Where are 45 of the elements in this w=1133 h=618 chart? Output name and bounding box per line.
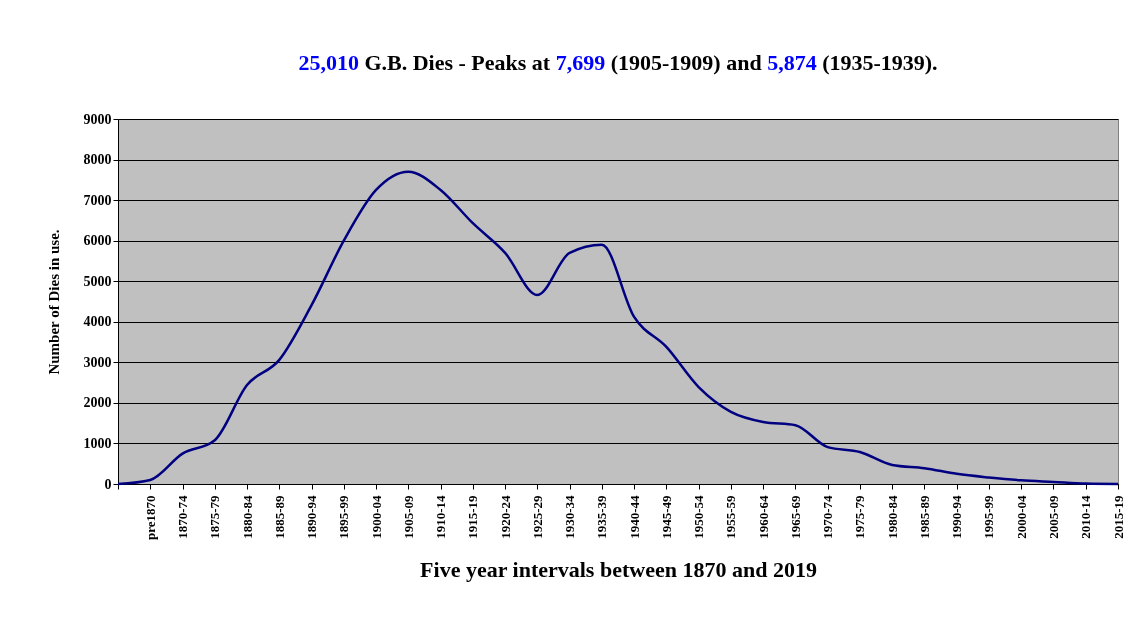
x-tick-label: 2000-04 bbox=[1013, 495, 1029, 539]
x-tick-label: 1880-84 bbox=[239, 495, 255, 539]
x-tick-label: 1900-04 bbox=[368, 495, 384, 539]
x-tick-label: 1875-79 bbox=[207, 495, 223, 539]
x-tick-label: 1925-29 bbox=[529, 495, 545, 539]
x-tick-label: 1885-89 bbox=[271, 495, 287, 539]
x-tick-label: 2010-14 bbox=[1078, 495, 1094, 539]
x-tick-label: 1965-69 bbox=[787, 495, 803, 539]
y-tick-label: 9000 bbox=[83, 111, 112, 127]
y-tick-label: 1000 bbox=[83, 435, 112, 451]
x-tick-label: 1970-74 bbox=[820, 495, 836, 539]
x-tick-label: 1905-09 bbox=[400, 495, 416, 539]
x-tick-label: 1990-94 bbox=[949, 495, 965, 539]
y-tick-label: 4000 bbox=[83, 314, 112, 330]
x-tick-label: 1960-64 bbox=[755, 495, 771, 539]
y-tick-label: 3000 bbox=[83, 354, 112, 370]
x-tick-label: 1895-99 bbox=[336, 495, 352, 539]
y-tick-label: 6000 bbox=[83, 233, 112, 249]
x-tick-label: 1975-79 bbox=[852, 495, 868, 539]
y-tick-label: 2000 bbox=[83, 395, 112, 411]
x-tick-label: 1920-24 bbox=[497, 495, 513, 539]
x-tick-label: 1940-44 bbox=[626, 495, 642, 539]
x-tick-label: pre1870 bbox=[142, 495, 158, 541]
x-tick-label: 2015-19 bbox=[1110, 495, 1126, 539]
y-tick-label: 5000 bbox=[83, 273, 112, 289]
x-tick-label: 1950-54 bbox=[691, 495, 707, 539]
y-axis-title: Number of Dies in use. bbox=[45, 229, 62, 375]
x-tick-label: 1870-74 bbox=[175, 495, 191, 539]
x-tick-label: 1915-19 bbox=[465, 495, 481, 539]
x-tick-label: 1955-59 bbox=[723, 495, 739, 539]
x-tick-label: 2005-09 bbox=[1045, 495, 1061, 539]
x-tick-label: 1980-84 bbox=[884, 495, 900, 539]
x-tick-label: 1930-34 bbox=[562, 495, 578, 539]
y-tick-label: 8000 bbox=[83, 152, 112, 168]
x-axis-title: Five year intervals between 1870 and 2019 bbox=[420, 557, 817, 583]
x-tick-label: 1910-14 bbox=[433, 495, 449, 539]
x-tick-label: 1935-39 bbox=[594, 495, 610, 539]
x-tick-label: 1995-99 bbox=[981, 495, 997, 539]
chart-title: 25,010 G.B. Dies - Peaks at 7,699 (1905-1909) and 5,874 (1935-1939). bbox=[297, 50, 939, 76]
y-tick-label: 0 bbox=[104, 476, 112, 492]
x-tick-label: 1945-49 bbox=[658, 495, 674, 539]
x-tick-label: 1890-94 bbox=[304, 495, 320, 539]
y-tick-label: 7000 bbox=[83, 192, 112, 208]
line-series bbox=[116, 170, 1120, 486]
x-tick-label: 1985-89 bbox=[916, 495, 932, 539]
